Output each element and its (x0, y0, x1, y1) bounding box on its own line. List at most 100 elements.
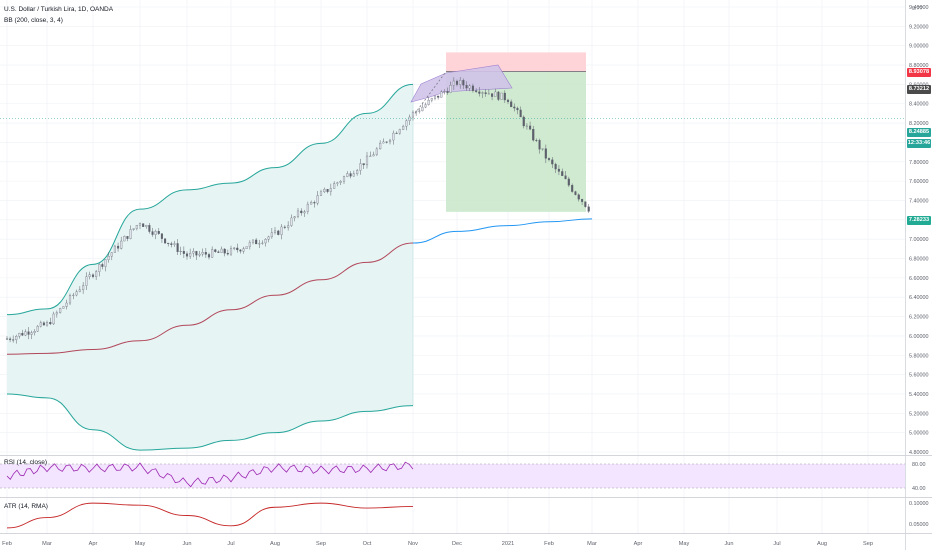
candle[interactable] (522, 116, 525, 127)
candle[interactable] (516, 107, 519, 111)
candle[interactable] (491, 93, 494, 97)
candle[interactable] (375, 148, 378, 155)
candle[interactable] (497, 91, 500, 100)
candle[interactable] (513, 106, 516, 109)
candle[interactable] (369, 155, 372, 157)
candle[interactable] (510, 101, 513, 108)
atr-indicator-label[interactable]: ATR (14, RMA) (4, 503, 48, 510)
candle[interactable] (27, 331, 30, 335)
candle[interactable] (382, 141, 385, 144)
candle[interactable] (226, 253, 229, 255)
candle[interactable] (189, 252, 192, 257)
candle[interactable] (326, 189, 329, 192)
candle[interactable] (30, 332, 33, 335)
candle[interactable] (78, 289, 81, 292)
candle[interactable] (306, 203, 309, 212)
candle[interactable] (98, 264, 101, 272)
stop-loss-zone[interactable] (446, 52, 586, 72)
main-pane[interactable] (0, 52, 905, 451)
candle[interactable] (430, 98, 433, 101)
candle[interactable] (270, 232, 273, 238)
candle[interactable] (462, 80, 465, 86)
candle[interactable] (39, 322, 42, 327)
candle[interactable] (148, 225, 151, 232)
candle[interactable] (283, 226, 286, 228)
candle[interactable] (300, 210, 303, 214)
candle[interactable] (564, 175, 567, 180)
candle[interactable] (487, 93, 490, 95)
candle[interactable] (519, 109, 522, 118)
candle[interactable] (101, 264, 104, 267)
candle[interactable] (500, 92, 503, 100)
candle[interactable] (310, 202, 313, 205)
candle[interactable] (365, 155, 369, 166)
candle[interactable] (217, 251, 220, 253)
candle[interactable] (402, 126, 405, 130)
rsi-pane[interactable] (0, 461, 905, 489)
candle[interactable] (42, 322, 45, 326)
candle[interactable] (151, 231, 154, 235)
candle[interactable] (437, 95, 440, 98)
candle[interactable] (179, 250, 182, 252)
candle[interactable] (433, 95, 437, 99)
candle[interactable] (471, 85, 474, 91)
candle[interactable] (5, 338, 9, 340)
candle[interactable] (273, 230, 277, 233)
candle[interactable] (239, 249, 242, 252)
rsi-indicator-label[interactable]: RSI (14, close) (4, 459, 47, 466)
candle[interactable] (55, 312, 58, 315)
candle[interactable] (123, 236, 126, 242)
candle[interactable] (267, 236, 270, 240)
candle[interactable] (574, 191, 577, 195)
candle[interactable] (33, 331, 36, 333)
candle[interactable] (9, 338, 12, 340)
candle[interactable] (113, 245, 116, 253)
candle[interactable] (167, 242, 170, 244)
candle[interactable] (418, 110, 421, 112)
candle[interactable] (220, 248, 223, 253)
candle[interactable] (138, 223, 142, 226)
candle[interactable] (561, 171, 564, 176)
candle[interactable] (126, 236, 129, 239)
candle[interactable] (584, 201, 587, 207)
candle[interactable] (75, 291, 78, 296)
candle[interactable] (293, 216, 296, 219)
candle[interactable] (223, 248, 226, 254)
candle[interactable] (142, 223, 145, 227)
candle[interactable] (303, 211, 306, 214)
candle[interactable] (525, 125, 528, 127)
candle[interactable] (342, 176, 346, 182)
candle[interactable] (24, 331, 27, 336)
candle[interactable] (405, 120, 408, 127)
candle[interactable] (313, 202, 316, 204)
candle[interactable] (557, 168, 560, 172)
candle[interactable] (198, 253, 201, 256)
candle[interactable] (229, 248, 233, 255)
candle[interactable] (45, 322, 49, 326)
candle[interactable] (251, 239, 255, 243)
candle[interactable] (571, 185, 574, 192)
candle[interactable] (392, 132, 395, 141)
candle[interactable] (135, 225, 138, 229)
candle[interactable] (535, 139, 538, 141)
candle[interactable] (544, 148, 547, 159)
candle[interactable] (408, 116, 411, 121)
bb-indicator-label[interactable]: BB (200, close, 3, 4) (4, 17, 63, 24)
candle[interactable] (62, 306, 65, 309)
candle[interactable] (59, 308, 62, 313)
candle[interactable] (52, 313, 55, 325)
candle[interactable] (117, 245, 120, 249)
candle[interactable] (547, 158, 551, 160)
candle[interactable] (88, 274, 91, 277)
candle[interactable] (577, 194, 580, 200)
candle[interactable] (15, 336, 18, 340)
candle[interactable] (346, 173, 349, 177)
candle[interactable] (581, 199, 584, 202)
candle[interactable] (277, 230, 280, 235)
bb-upper-line[interactable] (6, 83, 414, 316)
candle[interactable] (182, 250, 185, 254)
candle[interactable] (388, 139, 392, 143)
candle[interactable] (459, 80, 462, 85)
candle[interactable] (329, 188, 332, 192)
candle[interactable] (176, 243, 179, 252)
